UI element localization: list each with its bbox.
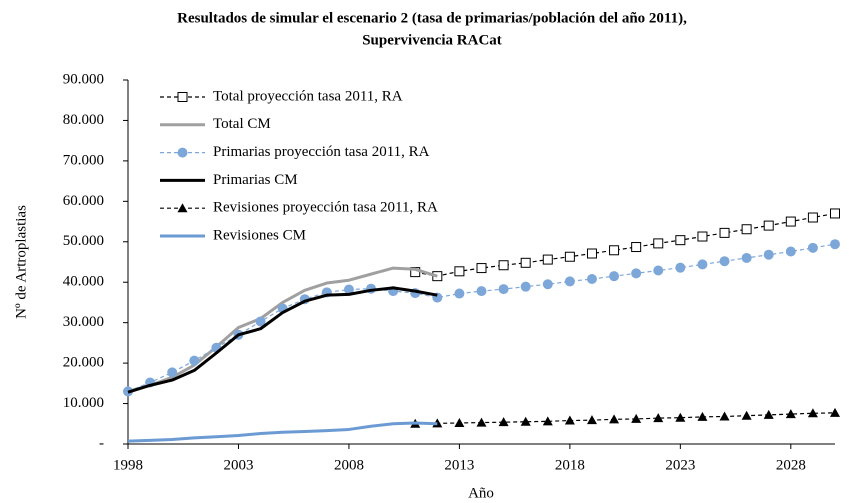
x-tick-label: 2018 (555, 457, 585, 473)
data-point (454, 288, 465, 299)
data-point (697, 411, 708, 421)
data-point (498, 260, 509, 271)
data-point (785, 246, 796, 257)
x-axis-label: Año (468, 485, 494, 501)
legend-marker (177, 203, 188, 213)
data-point (763, 220, 774, 231)
y-tick-label: 60.000 (63, 193, 104, 209)
data-point (454, 266, 465, 277)
data-point (741, 410, 752, 420)
data-point (719, 227, 730, 238)
series-line (127, 286, 438, 394)
data-point (675, 235, 686, 246)
data-point (542, 416, 553, 426)
data-point (763, 409, 774, 419)
x-tick-label: 2023 (665, 457, 695, 473)
data-point (741, 252, 752, 263)
data-point (763, 249, 774, 260)
data-point (653, 238, 664, 249)
data-point (476, 263, 487, 274)
data-point (807, 242, 818, 253)
y-tick-label: - (99, 435, 104, 451)
data-point (476, 417, 487, 427)
series-line (127, 421, 438, 443)
y-tick-label: 30.000 (63, 314, 104, 330)
data-point (631, 413, 642, 423)
legend-label: Revisiones proyección tasa 2011, RA (213, 200, 438, 216)
data-point (675, 412, 686, 422)
data-point (476, 286, 487, 297)
legend-label: Primarias CM (213, 172, 298, 188)
data-point (586, 248, 597, 259)
y-tick-label: 80.000 (63, 112, 104, 128)
y-tick-label: 50.000 (63, 233, 104, 249)
data-point (542, 279, 553, 290)
data-point (631, 268, 642, 279)
data-point (564, 276, 575, 287)
data-point (520, 257, 531, 268)
data-point (542, 254, 553, 265)
data-point (564, 415, 575, 425)
data-point (343, 284, 354, 295)
legend-label: Revisiones CM (213, 227, 306, 243)
data-point (498, 417, 509, 427)
data-point (189, 355, 200, 366)
data-point (520, 416, 531, 426)
data-point (807, 408, 818, 418)
data-point (609, 245, 620, 256)
chart-title: Resultados de simular el escenario 2 (ta… (177, 10, 687, 26)
data-point (586, 415, 597, 425)
legend-label: Primarias proyección tasa 2011, RA (213, 144, 430, 160)
chart-title: Supervivencia RACat (362, 32, 502, 48)
y-tick-label: 40.000 (63, 274, 104, 290)
data-point (498, 284, 509, 295)
x-tick-label: 2003 (223, 457, 253, 473)
data-point (167, 367, 178, 378)
y-axis-label: Nº de Artroplastias (13, 205, 29, 319)
data-point (675, 262, 686, 273)
data-point (586, 273, 597, 284)
y-tick-label: 20.000 (63, 355, 104, 371)
x-tick-label: 2008 (334, 457, 364, 473)
legend-marker (177, 147, 188, 158)
data-point (609, 414, 620, 424)
data-point (719, 411, 730, 421)
data-point (653, 413, 664, 423)
data-point (454, 417, 465, 427)
data-point (520, 281, 531, 292)
y-tick-label: 90.000 (63, 71, 104, 87)
data-point (653, 265, 664, 276)
data-point (807, 212, 818, 223)
y-tick-label: 10.000 (63, 395, 104, 411)
data-point (719, 256, 730, 267)
data-point (697, 231, 708, 242)
x-tick-label: 2013 (444, 457, 474, 473)
data-point (631, 242, 642, 253)
data-point (255, 316, 266, 327)
x-tick-label: 2028 (776, 457, 806, 473)
data-point (830, 208, 840, 219)
legend-label: Total CM (213, 116, 271, 132)
data-point (697, 259, 708, 270)
x-tick-label: 1998 (113, 457, 143, 473)
y-tick-label: 70.000 (63, 152, 104, 168)
data-point (830, 407, 840, 417)
data-point (609, 271, 620, 282)
legend-label: Total proyección tasa 2011, RA (213, 88, 403, 104)
legend-marker (177, 92, 188, 102)
data-point (830, 239, 840, 250)
data-point (785, 216, 796, 227)
data-point (564, 251, 575, 262)
data-point (785, 409, 796, 419)
series-line (127, 266, 438, 393)
data-point (741, 224, 752, 235)
